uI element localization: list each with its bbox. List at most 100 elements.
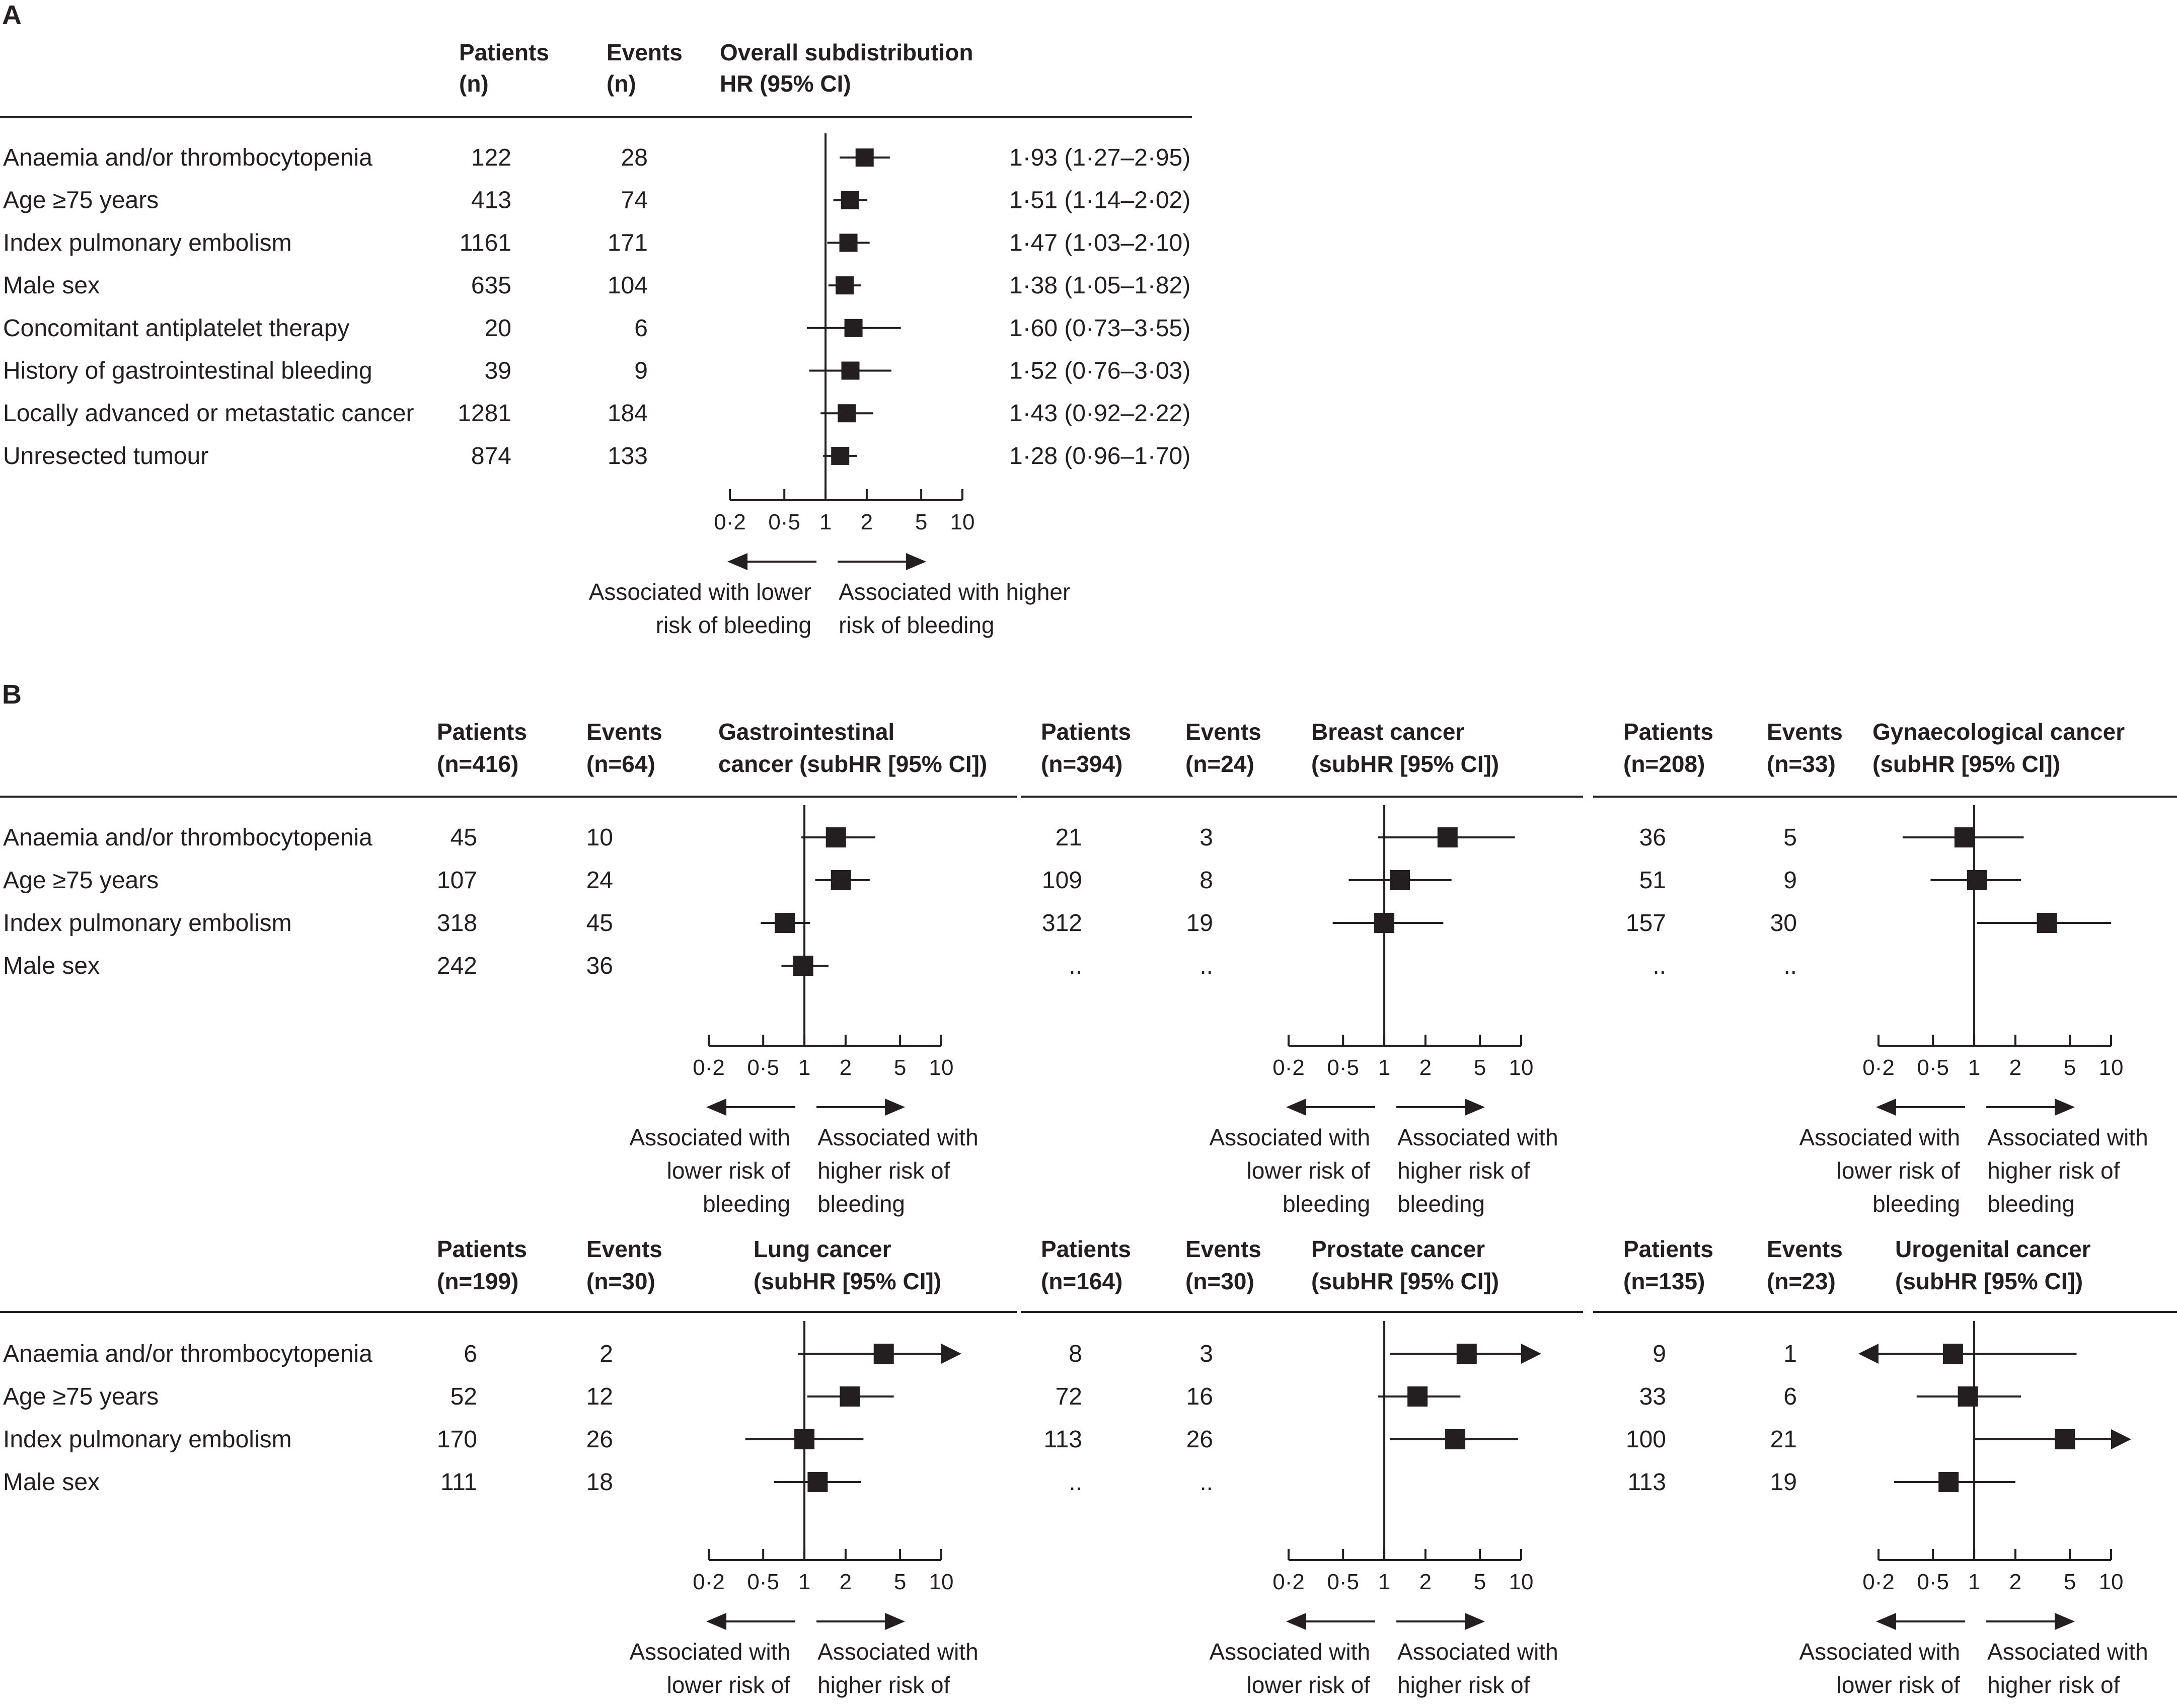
x-tick-label: 10: [2099, 1055, 2124, 1080]
note-lower-risk: lower risk of: [1247, 1672, 1371, 1698]
x-tick-label: 0·2: [1862, 1055, 1895, 1080]
events-value: 74: [621, 187, 648, 214]
x-tick-label: 10: [2099, 1570, 2124, 1594]
hr-marker: [807, 1472, 828, 1492]
header-patients: Patients: [1623, 719, 1713, 745]
x-tick-label: 1: [1378, 1055, 1390, 1080]
panel-a-label: A: [2, 0, 22, 30]
x-tick-label: 10: [929, 1055, 954, 1080]
x-tick-label: 1: [798, 1055, 810, 1080]
patients-value: 8: [1069, 1341, 1082, 1367]
note-lower-risk: Associated with: [1209, 1124, 1370, 1150]
events-value: 16: [1186, 1383, 1213, 1410]
note-higher-risk: bleeding: [1397, 1191, 1485, 1217]
header-events-n: (n=30): [586, 1268, 655, 1294]
note-lower-risk: bleeding: [1872, 1191, 1960, 1217]
subgroup-gynaecological-cancer: Patients (n=208) Events (n=33) Gynaecologica…: [1593, 719, 2177, 1217]
events-value: ..: [1199, 1469, 1213, 1496]
events-value: 36: [586, 953, 613, 979]
note-higher-risk: Associated with: [1397, 1124, 1558, 1150]
header-events-n: (n=30): [1185, 1268, 1254, 1294]
note-higher-risk: bleeding: [1987, 1705, 2075, 1708]
x-tick-label: 10: [1509, 1055, 1534, 1080]
x-tick-label: 5: [894, 1570, 906, 1594]
note-lower-risk: Associated with: [629, 1124, 790, 1150]
x-tick-label: 5: [1474, 1570, 1486, 1594]
x-tick-label: 1: [1968, 1055, 1980, 1080]
events-value: 19: [1186, 910, 1213, 937]
ci-arrow-right: [1521, 1344, 1541, 1364]
arrow-lower-head: [706, 1613, 727, 1630]
header-patients: Patients: [1623, 1236, 1713, 1262]
x-tick-label: 2: [1419, 1055, 1432, 1080]
note-higher-risk: Associated with higher: [839, 579, 1070, 605]
header-patients-n: (n=199): [437, 1268, 518, 1294]
row-label: Unresected tumour: [3, 443, 208, 470]
hr-marker: [1954, 827, 1975, 847]
panel-b: Patients (n=416) Events (n=64) Gastrointesti…: [0, 719, 2177, 1708]
hr-marker: [838, 404, 856, 423]
header-patients: Patients: [437, 719, 527, 745]
x-tick-label: 0·5: [747, 1570, 779, 1594]
note-lower-risk: Associated with: [629, 1639, 790, 1665]
hr-marker: [793, 956, 813, 976]
header-estimate: Prostate cancer: [1311, 1236, 1485, 1262]
events-value: 18: [586, 1469, 613, 1496]
header-patients: Patients: [437, 1236, 527, 1262]
header-events: Events: [1185, 1236, 1261, 1262]
arrow-higher-head: [2055, 1613, 2075, 1630]
x-tick-label: 10: [1509, 1570, 1534, 1594]
x-tick-label: 2: [861, 510, 873, 534]
header-estimate: Gastrointestinal: [718, 719, 894, 745]
ci-arrow-right: [941, 1344, 961, 1364]
patients-value: 33: [1639, 1383, 1666, 1410]
events-value: 9: [634, 358, 648, 384]
x-tick-label: 0·5: [1327, 1570, 1359, 1594]
events-value: 45: [586, 910, 613, 937]
hr-marker: [873, 1344, 894, 1364]
hr-marker: [839, 234, 858, 252]
events-value: 26: [1186, 1426, 1213, 1453]
note-lower-risk: Associated with: [1799, 1124, 1960, 1150]
note-higher-risk: higher risk of: [817, 1672, 950, 1698]
events-value: 9: [1783, 867, 1797, 894]
header-events-n: (n=24): [1185, 751, 1254, 777]
note-lower-risk: Associated with: [1799, 1639, 1960, 1665]
note-lower-risk: lower risk of: [667, 1157, 791, 1184]
note-higher-risk: higher risk of: [817, 1157, 950, 1184]
note-lower-risk: lower risk of: [1837, 1672, 1961, 1698]
events-value: 12: [586, 1383, 613, 1410]
patients-value: 51: [1639, 867, 1666, 894]
header-patients: Patients: [459, 39, 549, 65]
x-tick-label: 1: [819, 510, 832, 534]
arrow-higher-head: [1465, 1099, 1485, 1116]
events-value: 3: [1199, 824, 1213, 851]
header-patients: Patients: [1041, 1236, 1131, 1262]
note-higher-risk: Associated with: [817, 1639, 979, 1665]
header-events-unit: (n): [607, 70, 636, 97]
patients-value: 635: [471, 272, 511, 299]
header-events: Events: [1185, 719, 1261, 745]
events-value: 1: [1783, 1341, 1797, 1367]
hr-marker: [841, 361, 860, 380]
header-patients-n: (n=135): [1623, 1268, 1705, 1294]
header-events-n: (n=23): [1767, 1268, 1836, 1294]
note-lower-risk: Associated with: [1209, 1639, 1370, 1665]
x-tick-label: 2: [1419, 1570, 1432, 1594]
arrow-higher-head: [1465, 1613, 1485, 1630]
note-higher-risk: Associated with: [817, 1124, 979, 1150]
events-value: 26: [586, 1426, 613, 1453]
x-tick-label: 0·5: [1327, 1055, 1359, 1080]
hr-marker: [840, 1386, 860, 1407]
hr-ci-text: 1·43 (0·92–2·22): [1009, 400, 1190, 427]
events-value: 6: [1783, 1383, 1797, 1410]
arrow-lower-head: [1876, 1099, 1897, 1116]
header-events-n: (n=64): [586, 751, 655, 777]
x-tick-label: 0·2: [1272, 1055, 1305, 1080]
hr-ci-text: 1·93 (1·27–2·95): [1009, 144, 1190, 171]
patients-value: 413: [471, 187, 511, 214]
x-tick-label: 1: [1968, 1570, 1980, 1594]
header-estimate: Overall subdistribution: [720, 39, 973, 65]
row-label: Age ≥75 years: [3, 187, 159, 214]
